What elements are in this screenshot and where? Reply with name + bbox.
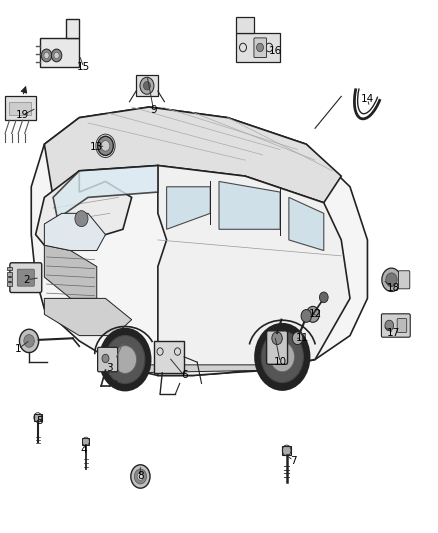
Circle shape (292, 332, 303, 345)
Circle shape (319, 292, 328, 303)
Circle shape (51, 49, 62, 62)
Text: 14: 14 (361, 94, 374, 104)
Polygon shape (219, 181, 280, 229)
FancyBboxPatch shape (66, 19, 79, 38)
Text: 17: 17 (387, 328, 400, 338)
Polygon shape (289, 197, 324, 251)
Text: 18: 18 (387, 283, 400, 293)
Circle shape (261, 331, 304, 383)
Circle shape (140, 77, 154, 94)
Text: 19: 19 (16, 110, 29, 120)
FancyBboxPatch shape (7, 282, 12, 286)
Circle shape (75, 211, 88, 227)
Text: 11: 11 (295, 333, 309, 343)
Polygon shape (166, 187, 210, 229)
Text: 16: 16 (269, 46, 283, 56)
FancyBboxPatch shape (10, 102, 31, 115)
Circle shape (386, 273, 397, 287)
Circle shape (385, 320, 394, 331)
FancyBboxPatch shape (10, 263, 42, 293)
Circle shape (98, 136, 113, 156)
Polygon shape (44, 298, 132, 336)
FancyBboxPatch shape (283, 446, 291, 455)
Circle shape (257, 43, 264, 52)
Polygon shape (31, 107, 367, 375)
Circle shape (101, 141, 110, 151)
Circle shape (306, 306, 319, 322)
FancyBboxPatch shape (267, 331, 288, 365)
Circle shape (382, 268, 401, 292)
Circle shape (270, 342, 294, 372)
FancyBboxPatch shape (98, 348, 118, 372)
Polygon shape (53, 165, 158, 219)
FancyBboxPatch shape (7, 277, 12, 281)
FancyBboxPatch shape (399, 271, 410, 289)
Circle shape (24, 335, 34, 348)
FancyBboxPatch shape (397, 319, 407, 333)
FancyBboxPatch shape (237, 33, 280, 62)
FancyBboxPatch shape (40, 38, 79, 67)
Text: 7: 7 (290, 456, 297, 465)
Text: 12: 12 (308, 309, 321, 319)
Polygon shape (44, 107, 341, 203)
Circle shape (54, 52, 59, 59)
Circle shape (301, 310, 311, 322)
Text: 1: 1 (15, 344, 21, 354)
Circle shape (100, 329, 150, 390)
Text: 15: 15 (77, 62, 90, 72)
Circle shape (19, 329, 39, 353)
Text: 2: 2 (24, 275, 30, 285)
Circle shape (114, 346, 137, 374)
FancyBboxPatch shape (7, 266, 12, 270)
Circle shape (131, 465, 150, 488)
Circle shape (134, 469, 147, 484)
FancyBboxPatch shape (5, 96, 36, 120)
FancyBboxPatch shape (237, 17, 254, 33)
Circle shape (106, 335, 145, 384)
FancyBboxPatch shape (17, 269, 34, 286)
Circle shape (255, 324, 309, 390)
FancyBboxPatch shape (34, 414, 42, 421)
Text: 4: 4 (80, 445, 87, 455)
Text: 5: 5 (37, 416, 43, 426)
Polygon shape (44, 245, 97, 298)
Text: 8: 8 (137, 472, 144, 481)
Circle shape (41, 49, 52, 62)
FancyBboxPatch shape (82, 438, 89, 445)
Polygon shape (44, 213, 106, 251)
Text: 13: 13 (90, 142, 103, 152)
FancyBboxPatch shape (381, 314, 410, 337)
Circle shape (138, 473, 144, 480)
FancyBboxPatch shape (136, 75, 158, 96)
FancyBboxPatch shape (153, 341, 184, 373)
Text: 9: 9 (150, 104, 157, 115)
Text: 3: 3 (106, 362, 113, 373)
Polygon shape (35, 171, 132, 256)
FancyBboxPatch shape (7, 272, 12, 276)
FancyBboxPatch shape (254, 38, 267, 58)
Polygon shape (123, 365, 272, 373)
Text: 10: 10 (274, 357, 287, 367)
Text: 6: 6 (181, 370, 187, 381)
Polygon shape (158, 165, 350, 375)
Circle shape (44, 52, 49, 59)
Circle shape (144, 82, 150, 90)
Circle shape (272, 332, 283, 345)
Circle shape (102, 354, 109, 363)
